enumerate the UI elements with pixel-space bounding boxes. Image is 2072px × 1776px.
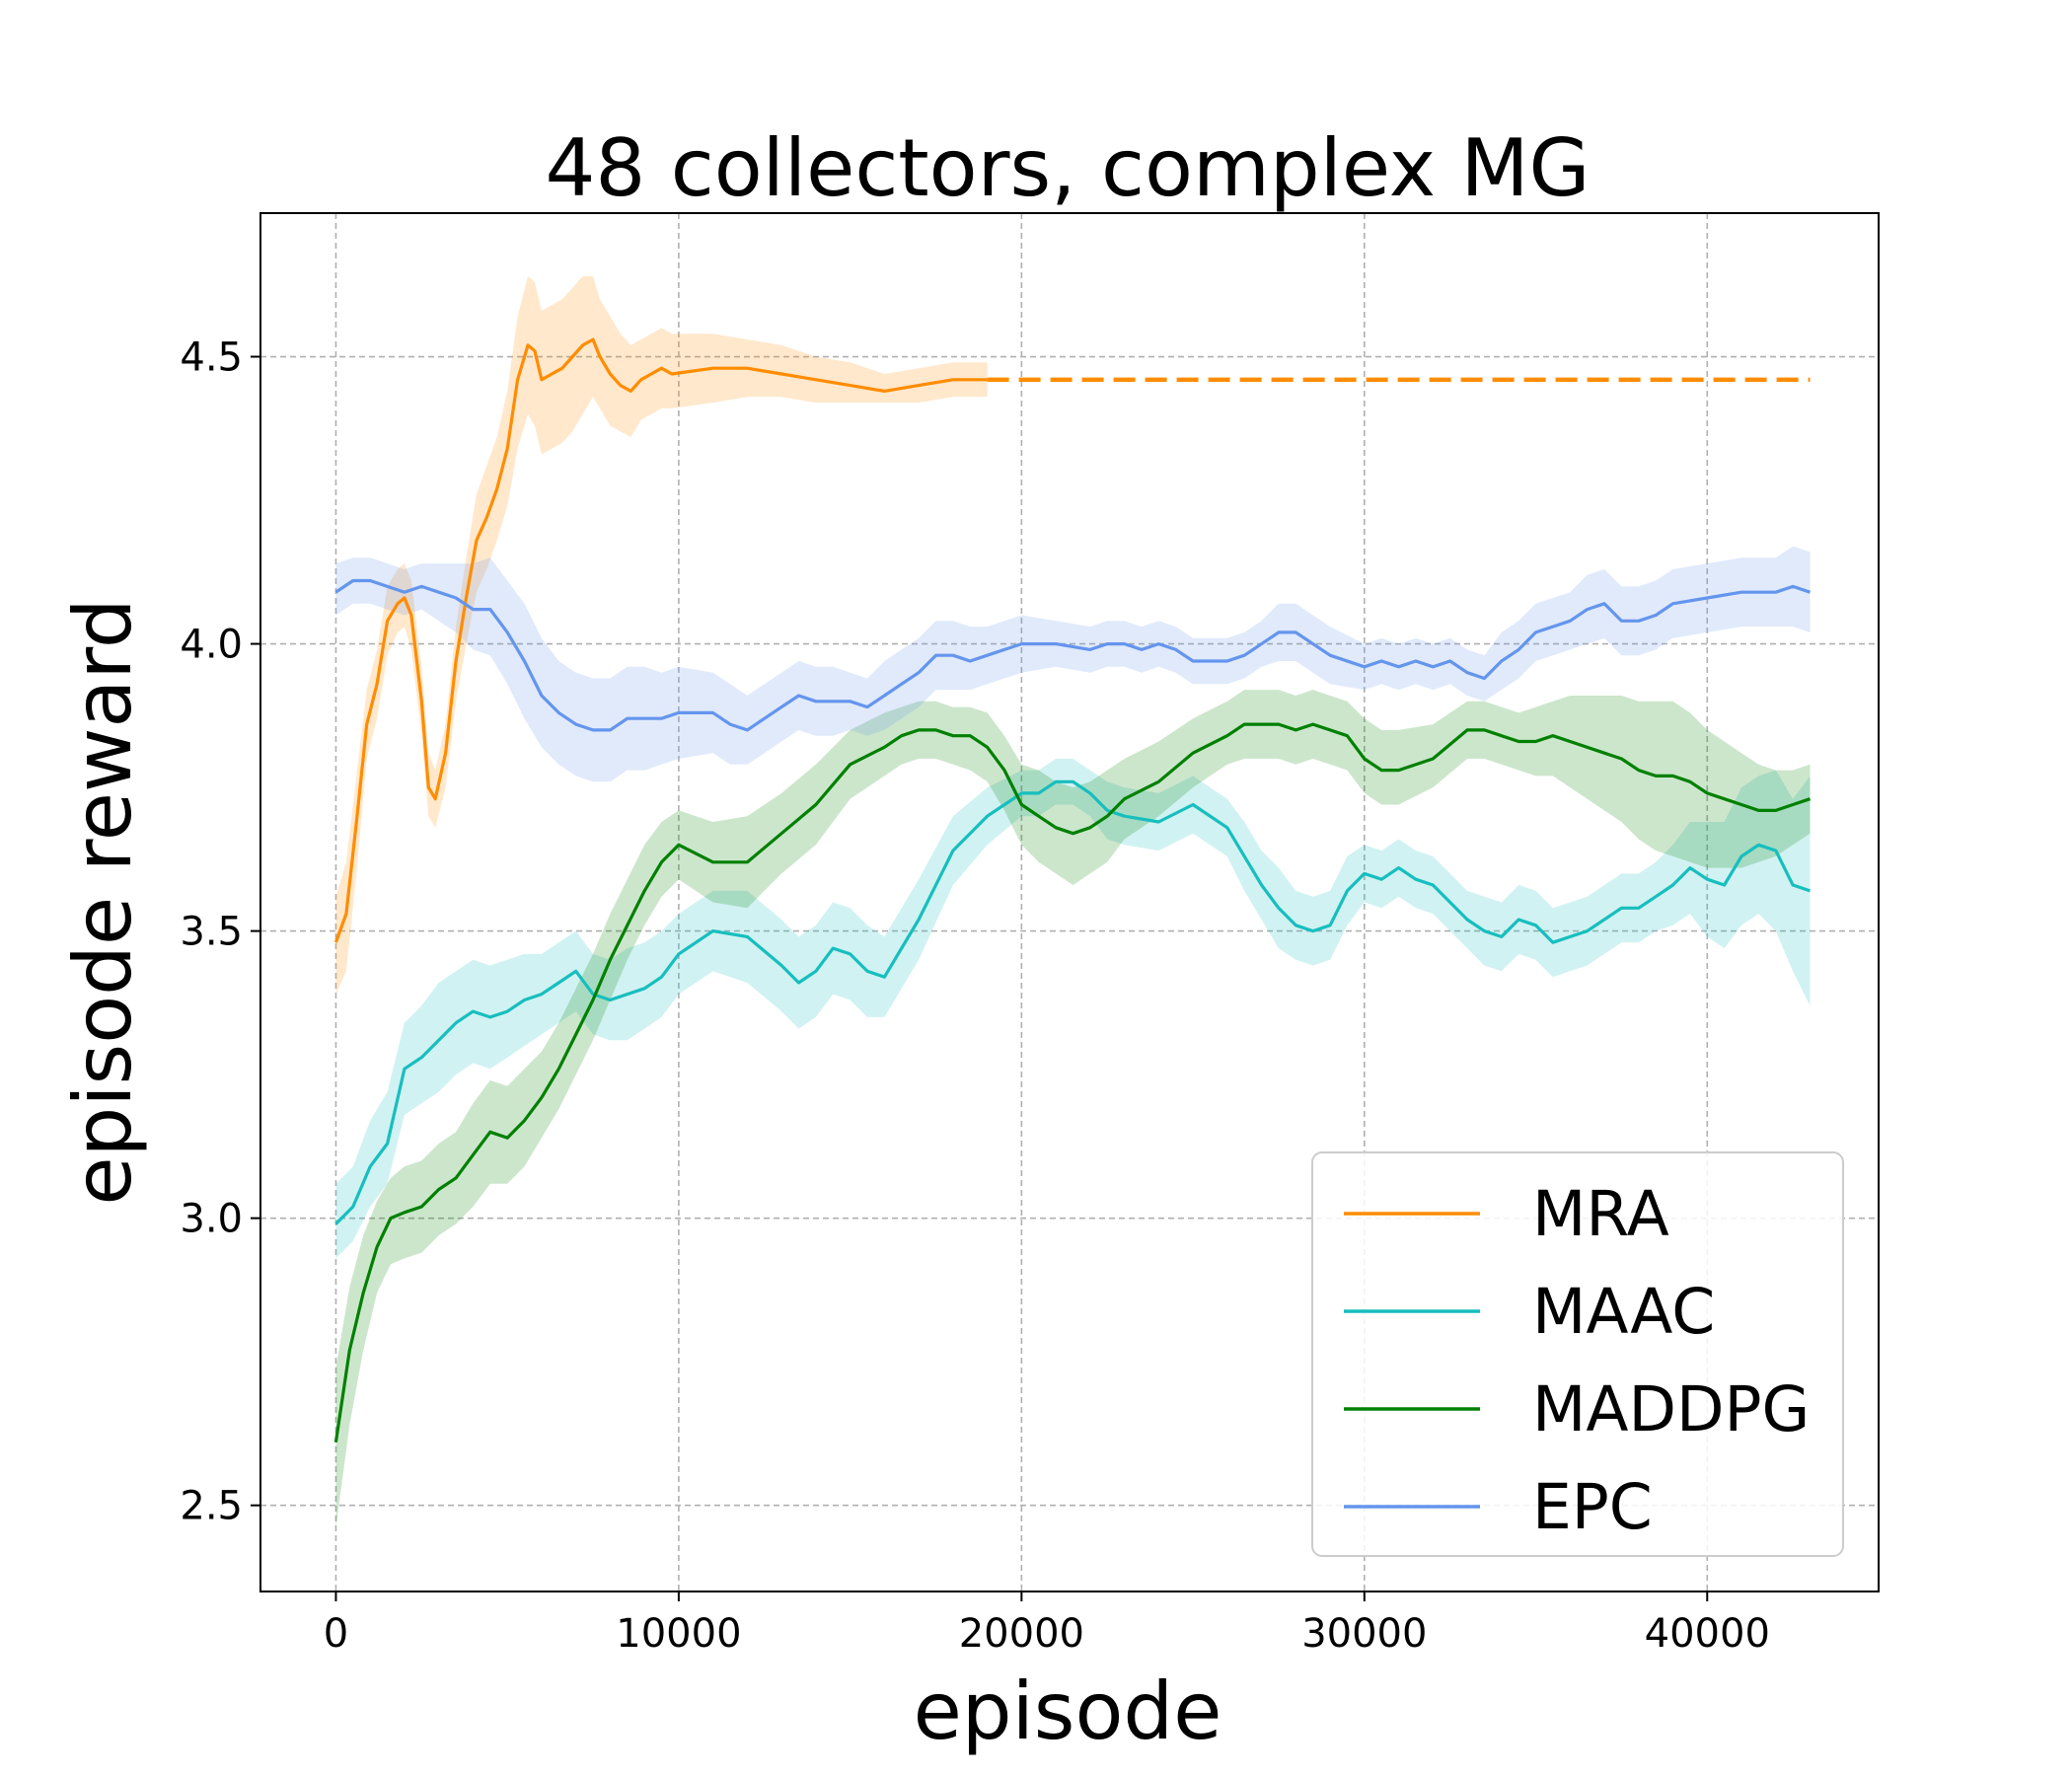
maac-line — [334, 779, 1812, 1225]
x-tick-label: 40000 — [1645, 1611, 1770, 1657]
plot-frame — [259, 212, 1880, 1592]
x-tick-label: 0 — [324, 1611, 348, 1657]
mra-band — [335, 276, 988, 995]
x-axis-label: episode — [914, 1665, 1222, 1757]
x-tick-label: 10000 — [616, 1611, 741, 1657]
x-tick-label: 20000 — [959, 1611, 1084, 1657]
y-tick-label: 3.0 — [180, 1197, 243, 1242]
y-tick-label: 4.0 — [180, 623, 243, 668]
y-axis-ticks: 2.5 3.0 3.5 4.0 4.5 — [180, 335, 260, 1529]
legend-label-mra: MRA — [1532, 1178, 1669, 1250]
legend-box — [1311, 1151, 1844, 1557]
x-tick-label: 30000 — [1301, 1611, 1427, 1657]
plot-area — [259, 212, 1880, 1592]
maddpg-band — [335, 690, 1811, 1528]
y-axis-label: episode reward — [57, 598, 149, 1205]
legend-label-maac: MAAC — [1532, 1276, 1715, 1348]
y-tick-label: 2.5 — [180, 1484, 243, 1529]
legend-label-epc: EPC — [1532, 1471, 1653, 1543]
epc-band — [335, 546, 1811, 782]
y-tick-label: 3.5 — [180, 910, 243, 955]
maac-band — [335, 759, 1811, 1259]
epc-line — [334, 578, 1812, 732]
series-lines — [333, 337, 1812, 1443]
legend-items: MRA MAAC MADDPG EPC — [1344, 1178, 1810, 1543]
maddpg-line — [333, 722, 1812, 1443]
chart-title: 48 collectors, complex MG — [545, 122, 1590, 214]
x-axis-ticks: 0 10000 20000 30000 40000 — [324, 1591, 1770, 1657]
y-tick-label: 4.5 — [180, 335, 243, 381]
confidence-bands — [335, 276, 1811, 1528]
legend: MRA MAAC MADDPG EPC — [1311, 1151, 1844, 1557]
legend-label-maddpg: MADDPG — [1532, 1373, 1810, 1445]
mra-line — [333, 337, 988, 943]
